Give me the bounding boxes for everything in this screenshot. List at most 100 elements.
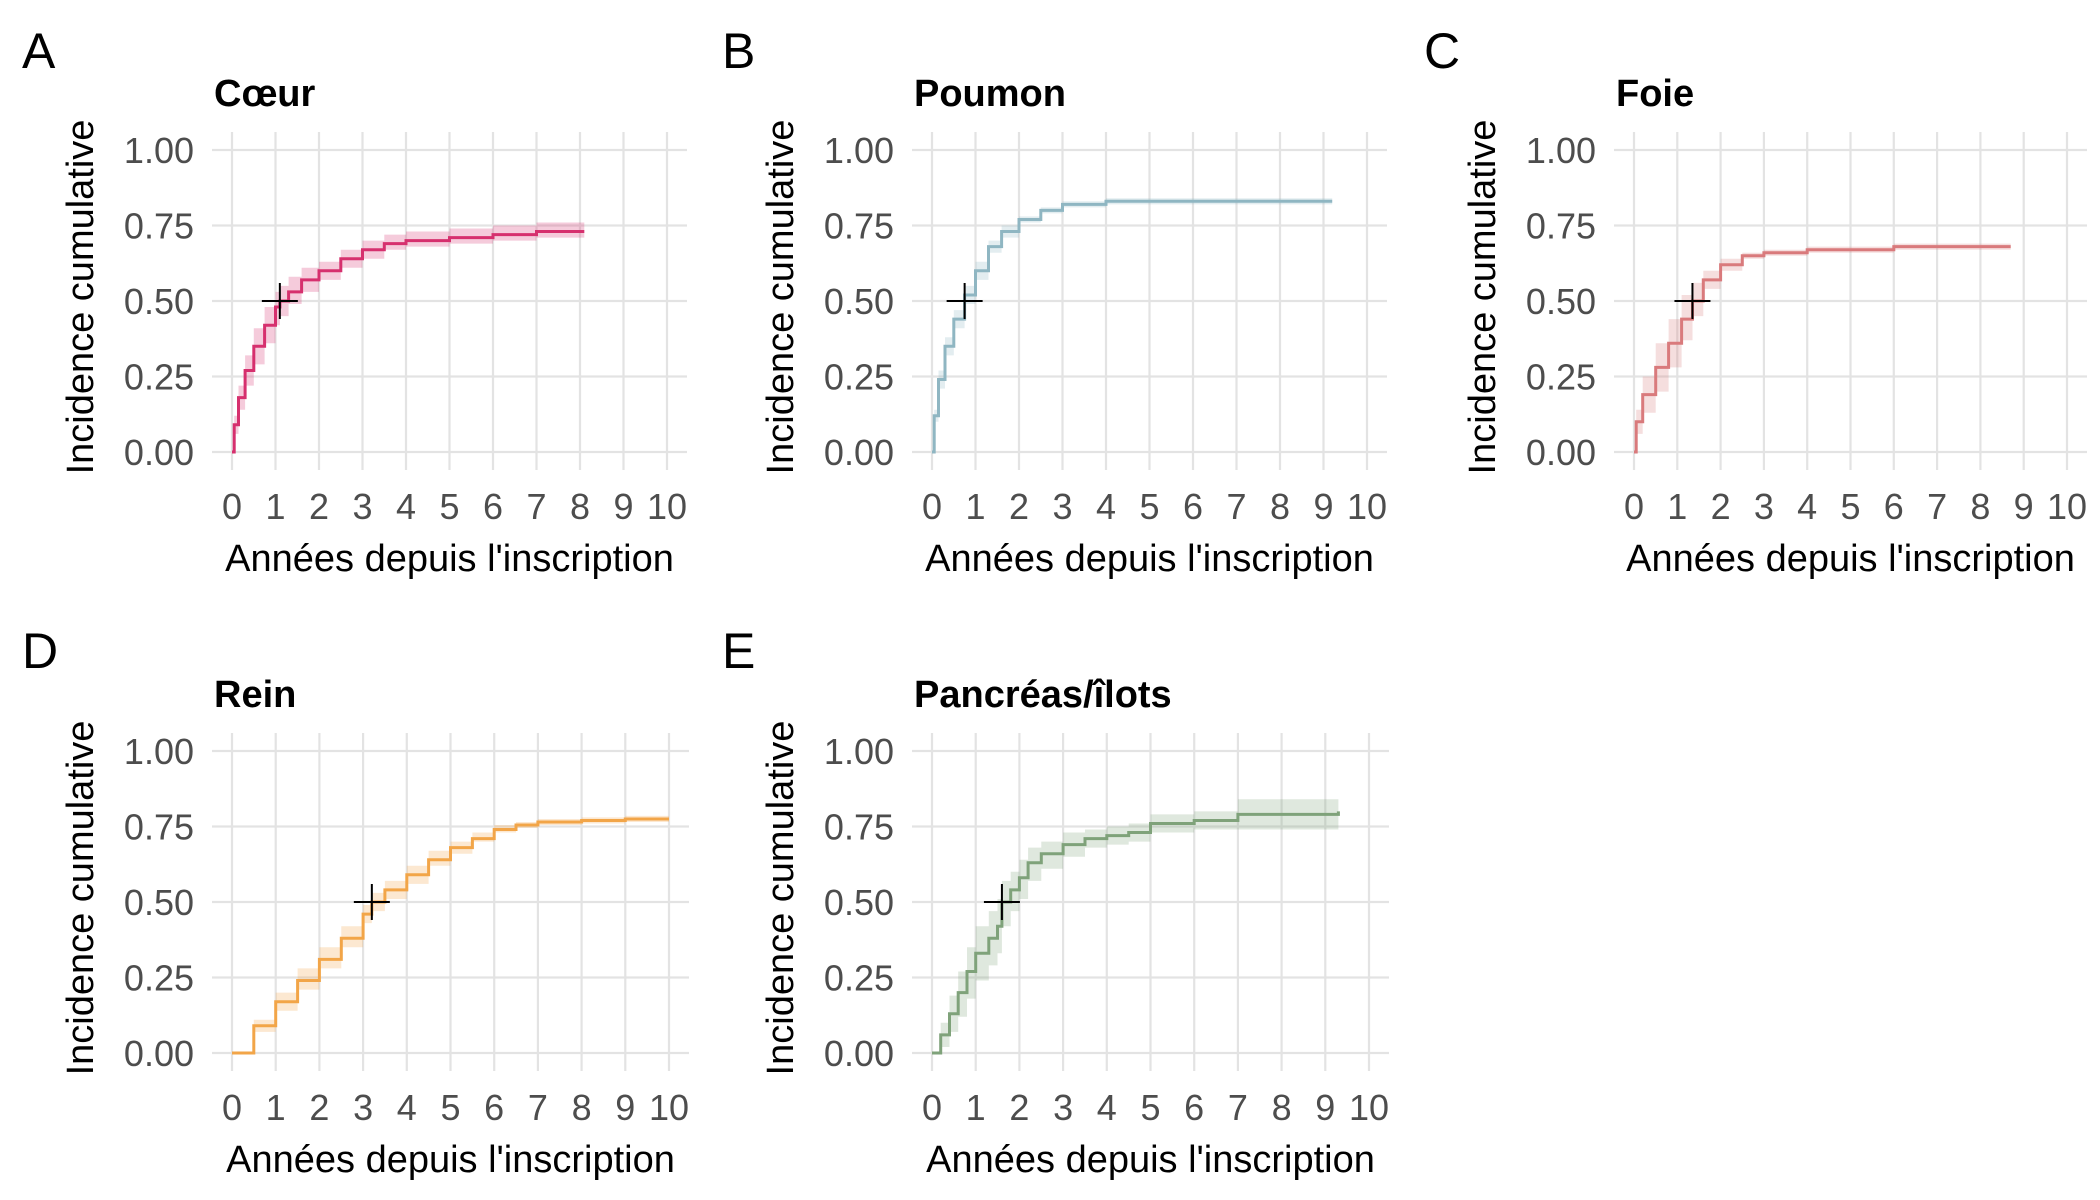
x-tick-label: 8 — [572, 1087, 592, 1128]
x-tick-label: 4 — [1097, 1087, 1117, 1128]
x-tick-label: 9 — [1313, 486, 1333, 527]
x-tick-label: 5 — [1140, 1087, 1160, 1128]
panel-title: Rein — [214, 674, 296, 716]
y-tick-label: 0.50 — [1526, 281, 1596, 322]
x-tick-label: 8 — [1272, 1087, 1292, 1128]
confidence-band — [1634, 243, 2011, 452]
y-axis-title: Incidence cumulative — [760, 120, 802, 475]
panel-e: E Pancréas/îlots 0.00 0.25 0.50 0.75 1.00 0 1 2 3 4… — [722, 623, 1389, 1181]
y-tick-label: 0.75 — [824, 807, 894, 848]
y-tick-label: 1.00 — [824, 731, 894, 772]
y-axis-title: Incidence cumulative — [60, 120, 102, 475]
incidence-curve — [1634, 245, 2011, 454]
x-tick-label: 0 — [922, 486, 942, 527]
x-tick-label: 2 — [309, 486, 329, 527]
x-tick-label: 2 — [1711, 486, 1731, 527]
x-tick-label: 7 — [1228, 1087, 1248, 1128]
x-tick-label: 10 — [649, 1087, 689, 1128]
x-tick-label: 1 — [966, 1087, 986, 1128]
panel-title: Cœur — [214, 73, 316, 115]
x-tick-label: 10 — [1349, 1087, 1389, 1128]
y-tick-label: 0.25 — [124, 958, 194, 999]
x-tick-label: 10 — [1347, 486, 1387, 527]
gridlines — [912, 733, 1389, 1071]
panel-title: Foie — [1616, 73, 1694, 115]
median-marker — [946, 283, 983, 319]
x-tick-label: 9 — [615, 1087, 635, 1128]
x-tick-label: 8 — [1970, 486, 1990, 527]
panel-letter: B — [722, 23, 755, 79]
x-tick-label: 7 — [1927, 486, 1947, 527]
x-tick-label: 8 — [570, 486, 590, 527]
x-tick-label: 4 — [1096, 486, 1116, 527]
confidence-band — [932, 796, 1339, 1053]
x-tick-label: 3 — [1052, 486, 1072, 527]
panel-letter: D — [22, 623, 58, 679]
y-tick-label: 0.50 — [824, 882, 894, 923]
y-tick-label: 0.75 — [124, 807, 194, 848]
panel-b: B Poumon 0.00 0.25 0.50 0.75 1.00 0 1 2 3 4 5 6 7 8 9 10 A… — [722, 23, 1387, 580]
panel-a: A Cœur 0.00 0.25 0.50 0.75 1.00 0 1 2 3 4 5 6 7 8 9 10 Ann… — [22, 23, 687, 580]
x-tick-label: 3 — [1053, 1087, 1073, 1128]
confidence-band — [232, 815, 669, 1053]
panel-letter: C — [1424, 23, 1460, 79]
y-tick-label: 0.25 — [124, 357, 194, 398]
incidence-curve — [932, 199, 1333, 454]
x-tick-label: 5 — [439, 486, 459, 527]
confidence-band — [232, 222, 585, 452]
y-tick-label: 0.00 — [124, 432, 194, 473]
x-axis-title: Années depuis l'inscription — [226, 1139, 675, 1181]
x-tick-label: 8 — [1270, 486, 1290, 527]
gridlines — [912, 132, 1387, 470]
x-tick-label: 4 — [397, 1087, 417, 1128]
y-tick-label: 1.00 — [124, 130, 194, 171]
y-tick-label: 0.50 — [824, 281, 894, 322]
y-tick-label: 1.00 — [1526, 130, 1596, 171]
y-tick-label: 0.25 — [824, 958, 894, 999]
y-tick-label: 1.00 — [124, 731, 194, 772]
x-tick-label: 3 — [352, 486, 372, 527]
x-tick-label: 6 — [483, 486, 503, 527]
x-tick-label: 0 — [222, 1087, 242, 1128]
x-tick-label: 3 — [1754, 486, 1774, 527]
x-tick-label: 9 — [1315, 1087, 1335, 1128]
gridlines — [212, 132, 687, 470]
x-tick-label: 1 — [265, 486, 285, 527]
y-tick-label: 0.00 — [824, 1033, 894, 1074]
x-tick-label: 2 — [1009, 486, 1029, 527]
x-tick-label: 10 — [2047, 486, 2087, 527]
incidence-curve — [232, 230, 585, 454]
confidence-band — [932, 198, 1333, 452]
y-tick-label: 0.00 — [1526, 432, 1596, 473]
x-tick-label: 9 — [613, 486, 633, 527]
median-marker — [353, 884, 390, 920]
x-axis-title: Années depuis l'inscription — [926, 1139, 1375, 1181]
x-tick-label: 1 — [1667, 486, 1687, 527]
y-tick-label: 0.00 — [124, 1033, 194, 1074]
panel-d: D Rein 0.00 0.25 0.50 0.75 1.00 0 1 2 3 4 5 6 7 8 9 10 Ann… — [22, 623, 689, 1181]
x-tick-label: 1 — [965, 486, 985, 527]
x-tick-label: 6 — [484, 1087, 504, 1128]
y-tick-label: 0.50 — [124, 882, 194, 923]
x-axis-title: Années depuis l'inscription — [925, 538, 1374, 580]
x-tick-label: 10 — [647, 486, 687, 527]
gridlines — [1614, 132, 2087, 470]
y-tick-label: 0.75 — [124, 206, 194, 247]
y-tick-label: 0.00 — [824, 432, 894, 473]
x-tick-label: 2 — [309, 1087, 329, 1128]
x-tick-label: 4 — [1797, 486, 1817, 527]
median-marker — [983, 884, 1020, 920]
median-marker — [261, 283, 298, 319]
y-axis-title: Incidence cumulative — [60, 721, 102, 1076]
x-tick-label: 5 — [440, 1087, 460, 1128]
panel-title: Pancréas/îlots — [914, 674, 1172, 716]
y-tick-label: 1.00 — [824, 130, 894, 171]
x-tick-label: 6 — [1184, 1087, 1204, 1128]
incidence-curve — [932, 811, 1340, 1055]
gridlines — [212, 733, 689, 1071]
x-tick-label: 0 — [922, 1087, 942, 1128]
x-tick-label: 7 — [1226, 486, 1246, 527]
panel-title: Poumon — [914, 73, 1066, 115]
y-tick-label: 0.25 — [824, 357, 894, 398]
